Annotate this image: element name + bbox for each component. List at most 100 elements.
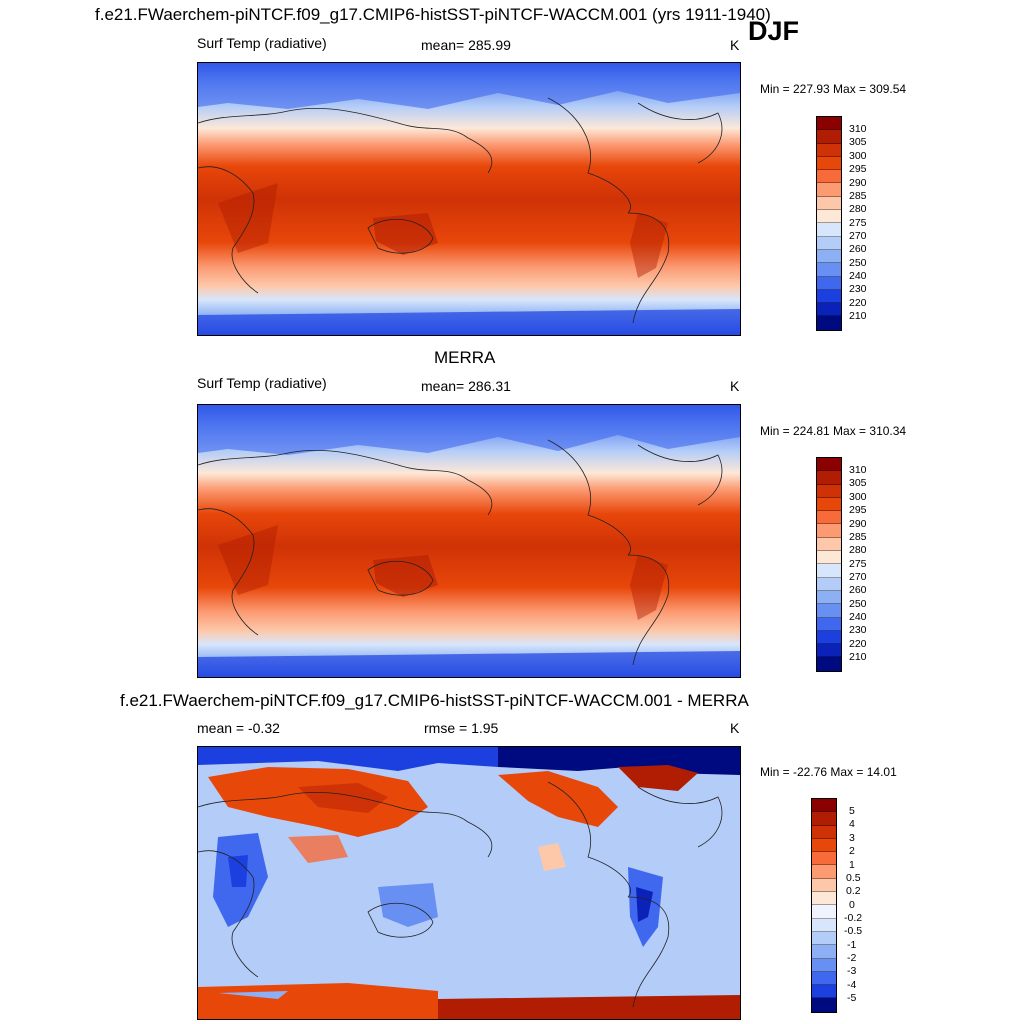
panel1-colorbar-swatch [817, 276, 841, 290]
panel2-title: MERRA [434, 348, 496, 367]
panel3-colorbar-label: 5 [849, 805, 855, 817]
panel1-colorbar-swatch [817, 249, 841, 264]
panel3-mean-label: mean = -0.32 [197, 720, 280, 736]
panel2-colorbar-swatch [817, 458, 841, 472]
panel1-colorbar-label: 250 [849, 257, 867, 269]
panel2-colorbar [816, 457, 842, 672]
panel1-colorbar-swatch [817, 130, 841, 144]
panel3-colorbar-swatch [812, 799, 836, 813]
panel2-colorbar-swatch [817, 564, 841, 578]
panel1-map [197, 62, 741, 336]
panel2-colorbar-swatch [817, 511, 841, 525]
panel1-colorbar-swatch [817, 117, 841, 131]
panel1-colorbar-label: 280 [849, 203, 867, 215]
panel2-colorbar-label: 295 [849, 504, 867, 516]
panel3-colorbar-label: 0.2 [846, 885, 861, 897]
panel2-colorbar-label: 300 [849, 491, 867, 503]
panel3-colorbar-swatch [812, 825, 836, 839]
panel2-colorbar-swatch [817, 484, 841, 498]
panel3-colorbar-swatch [812, 931, 836, 946]
panel3-minmax: Min = -22.76 Max = 14.01 [760, 765, 897, 779]
panel2-colorbar-label: 305 [849, 477, 867, 489]
panel3-colorbar-swatch [812, 878, 836, 893]
panel2-units-label: K [730, 378, 740, 394]
panel3-colorbar-label: 0 [849, 899, 855, 911]
panel1-title: f.e21.FWaerchem-piNTCF.f09_g17.CMIP6-his… [95, 5, 771, 24]
panel3-colorbar-label: 1 [849, 859, 855, 871]
panel3-colorbar-label: 2 [849, 845, 855, 857]
panel3-colorbar-swatch [812, 838, 836, 853]
panel1-colorbar-label: 290 [849, 177, 867, 189]
panel3-colorbar-label: 4 [849, 818, 855, 830]
panel1-colorbar-label: 310 [849, 123, 867, 135]
panel1-colorbar-swatch [817, 156, 841, 171]
panel2-colorbar-swatch [817, 604, 841, 618]
panel2-colorbar-swatch [817, 471, 841, 485]
panel1-colorbar-label: 220 [849, 297, 867, 309]
panel1-colorbar-label: 285 [849, 190, 867, 202]
panel1-colorbar-swatch [817, 183, 841, 197]
panel3-colorbar-swatch [812, 852, 836, 866]
panel3-colorbar-label: -1 [847, 939, 857, 951]
panel1-minmax: Min = 227.93 Max = 309.54 [760, 82, 907, 96]
panel3-colorbar-label: -0.5 [844, 925, 863, 937]
panel1-colorbar-swatch [817, 263, 841, 277]
panel1-colorbar-swatch [817, 289, 841, 304]
panel1-colorbar-swatch [817, 236, 841, 250]
panel2-colorbar-swatch [817, 644, 841, 658]
panel1-colorbar-swatch [817, 170, 841, 184]
season-label: DJF [748, 16, 800, 46]
panel1-colorbar-label: 270 [849, 230, 867, 242]
panel1-units-label: K [730, 37, 740, 53]
panel2-colorbar-label: 310 [849, 464, 867, 476]
panel1-colorbar-label: 240 [849, 270, 867, 282]
panel3-colorbar-swatch [812, 998, 836, 1012]
panel1-colorbar-swatch [817, 223, 841, 237]
panel2-colorbar-label: 280 [849, 544, 867, 556]
panel2-colorbar-label: 270 [849, 571, 867, 583]
panel3-colorbar-label: 3 [849, 832, 855, 844]
panel2-colorbar-label: 290 [849, 518, 867, 530]
panel3-units-label: K [730, 720, 740, 736]
panel3-colorbar-swatch [812, 945, 836, 959]
panel2-colorbar-swatch [817, 617, 841, 631]
panel1-colorbar [816, 116, 842, 331]
panel2-colorbar-label: 220 [849, 638, 867, 650]
panel2-colorbar-swatch [817, 657, 841, 671]
panel3-title: f.e21.FWaerchem-piNTCF.f09_g17.CMIP6-his… [120, 691, 749, 710]
panel3-colorbar-swatch [812, 865, 836, 879]
panel3-colorbar [811, 798, 837, 1013]
panel2-colorbar-swatch [817, 497, 841, 512]
panel2-colorbar-swatch [817, 590, 841, 605]
panel3-colorbar-label: -0.2 [844, 912, 863, 924]
panel1-colorbar-swatch [817, 196, 841, 211]
panel3-colorbar-label: -2 [847, 952, 857, 964]
panel1-colorbar-label: 230 [849, 283, 867, 295]
panel2-colorbar-swatch [817, 551, 841, 565]
panel1-variable-label: Surf Temp (radiative) [197, 35, 327, 51]
panel2-colorbar-swatch [817, 537, 841, 552]
panel1-colorbar-swatch [817, 303, 841, 317]
panel1-colorbar-label: 295 [849, 163, 867, 175]
panel3-map [197, 746, 741, 1020]
panel3-colorbar-swatch [812, 958, 836, 972]
panel2-colorbar-label: 210 [849, 651, 867, 663]
panel1-colorbar-label: 275 [849, 217, 867, 229]
panel3-colorbar-label: -3 [847, 965, 857, 977]
panel3-colorbar-swatch [812, 985, 836, 999]
panel3-colorbar-swatch [812, 892, 836, 906]
panel2-colorbar-swatch [817, 577, 841, 591]
panel2-colorbar-swatch [817, 524, 841, 538]
panel2-colorbar-label: 230 [849, 624, 867, 636]
panel1-colorbar-label: 210 [849, 310, 867, 322]
panel2-variable-label: Surf Temp (radiative) [197, 375, 327, 391]
panel1-mean-label: mean= 285.99 [421, 37, 511, 53]
panel2-colorbar-label: 275 [849, 558, 867, 570]
panel1-colorbar-swatch [817, 316, 841, 330]
panel1-colorbar-label: 260 [849, 243, 867, 255]
panel2-colorbar-label: 285 [849, 531, 867, 543]
panel1-colorbar-label: 300 [849, 150, 867, 162]
panel2-colorbar-label: 260 [849, 584, 867, 596]
panel1-colorbar-swatch [817, 143, 841, 157]
panel3-colorbar-swatch [812, 812, 836, 826]
